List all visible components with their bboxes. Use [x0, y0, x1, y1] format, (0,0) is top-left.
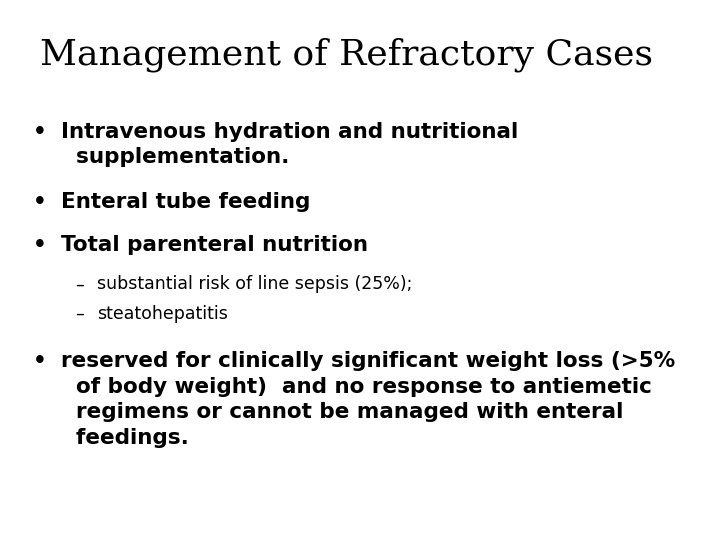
Text: Enteral tube feeding: Enteral tube feeding	[61, 192, 310, 212]
Text: •: •	[32, 192, 46, 212]
Text: •: •	[32, 235, 46, 255]
Text: –: –	[76, 275, 84, 293]
Text: –: –	[76, 305, 84, 323]
Text: reserved for clinically significant weight loss (>5%
  of body weight)  and no r: reserved for clinically significant weig…	[61, 351, 675, 448]
Text: •: •	[32, 351, 46, 371]
Text: steatohepatitis: steatohepatitis	[97, 305, 228, 323]
Text: •: •	[32, 122, 46, 141]
Text: Management of Refractory Cases: Management of Refractory Cases	[40, 38, 652, 72]
Text: substantial risk of line sepsis (25%);: substantial risk of line sepsis (25%);	[97, 275, 413, 293]
Text: Intravenous hydration and nutritional
  supplementation.: Intravenous hydration and nutritional su…	[61, 122, 518, 167]
Text: Total parenteral nutrition: Total parenteral nutrition	[61, 235, 368, 255]
